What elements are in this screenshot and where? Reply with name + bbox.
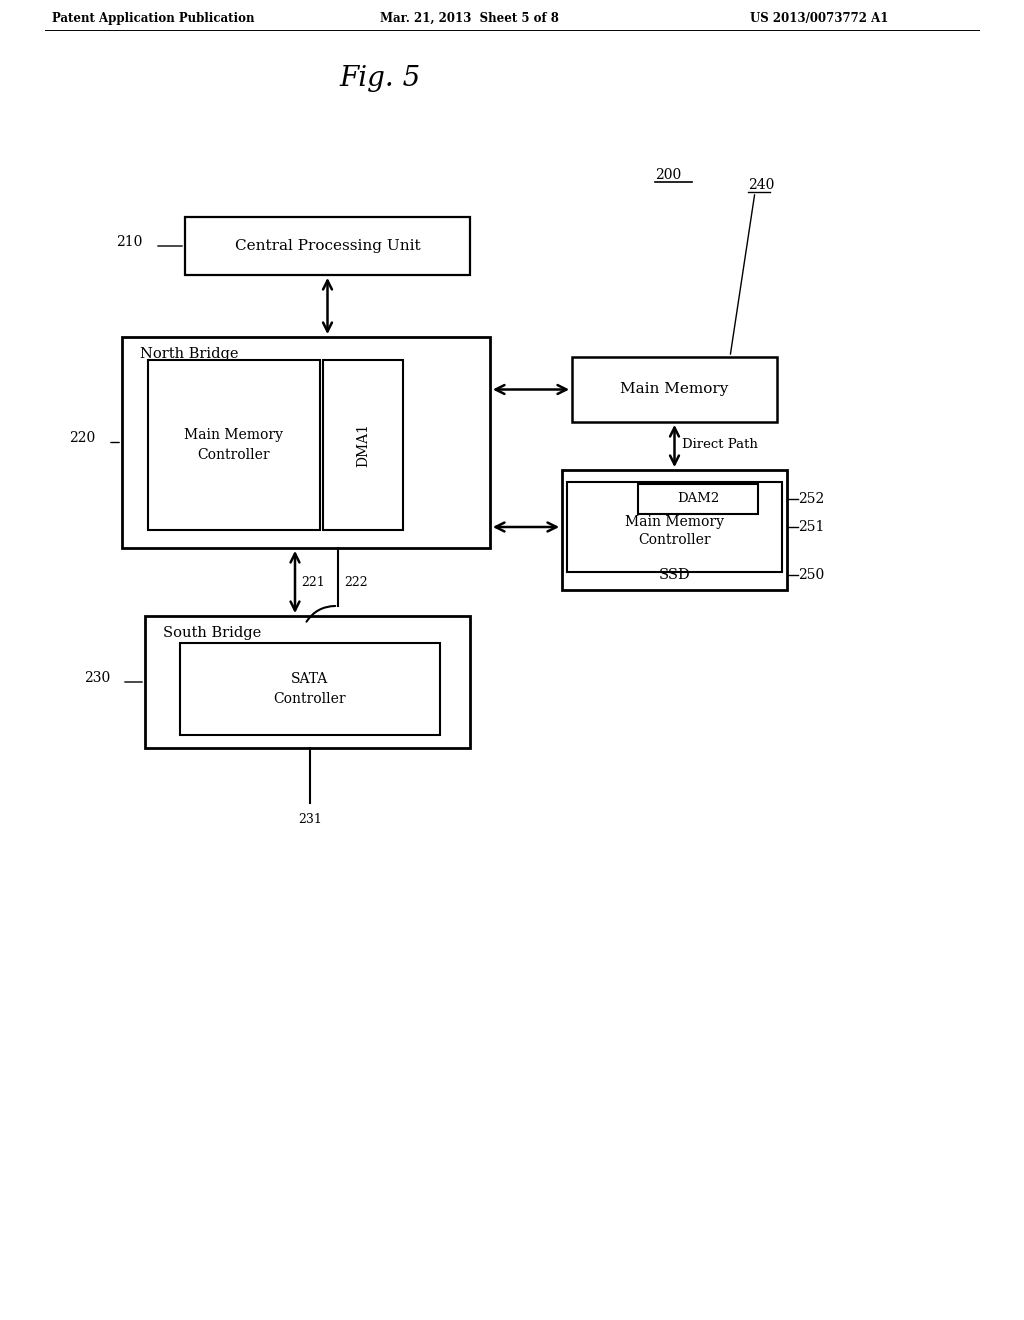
Text: Central Processing Unit: Central Processing Unit: [234, 239, 420, 253]
FancyBboxPatch shape: [572, 356, 777, 422]
Text: North Bridge: North Bridge: [140, 347, 239, 360]
Text: 250: 250: [798, 568, 824, 582]
Text: DAM2: DAM2: [677, 492, 719, 506]
Text: 210: 210: [116, 235, 142, 249]
Text: SSD: SSD: [658, 568, 690, 582]
Text: 251: 251: [798, 520, 824, 535]
Text: Direct Path: Direct Path: [683, 437, 759, 450]
FancyBboxPatch shape: [185, 216, 470, 275]
FancyBboxPatch shape: [638, 484, 758, 513]
Text: 222: 222: [344, 576, 368, 589]
Text: Mar. 21, 2013  Sheet 5 of 8: Mar. 21, 2013 Sheet 5 of 8: [380, 12, 559, 25]
Text: DMA1: DMA1: [356, 422, 370, 467]
Text: 200: 200: [655, 168, 681, 182]
Text: Main Memory
Controller: Main Memory Controller: [625, 515, 724, 548]
Text: Patent Application Publication: Patent Application Publication: [52, 12, 255, 25]
Text: 252: 252: [798, 492, 824, 506]
Text: Main Memory: Main Memory: [621, 383, 729, 396]
Text: Main Memory
Controller: Main Memory Controller: [184, 428, 284, 462]
Text: Fig. 5: Fig. 5: [339, 65, 421, 92]
FancyBboxPatch shape: [180, 643, 440, 735]
FancyBboxPatch shape: [145, 616, 470, 748]
FancyBboxPatch shape: [122, 337, 490, 548]
FancyBboxPatch shape: [567, 482, 782, 572]
FancyBboxPatch shape: [323, 360, 403, 531]
Text: US 2013/0073772 A1: US 2013/0073772 A1: [750, 12, 889, 25]
Text: 240: 240: [748, 178, 774, 191]
Text: South Bridge: South Bridge: [163, 626, 261, 640]
Text: 230: 230: [84, 671, 110, 685]
Text: SATA
Controller: SATA Controller: [273, 672, 346, 706]
FancyBboxPatch shape: [148, 360, 319, 531]
Text: 220: 220: [69, 432, 95, 446]
FancyBboxPatch shape: [562, 470, 787, 590]
Text: 231: 231: [298, 813, 322, 826]
Text: 221: 221: [301, 576, 325, 589]
